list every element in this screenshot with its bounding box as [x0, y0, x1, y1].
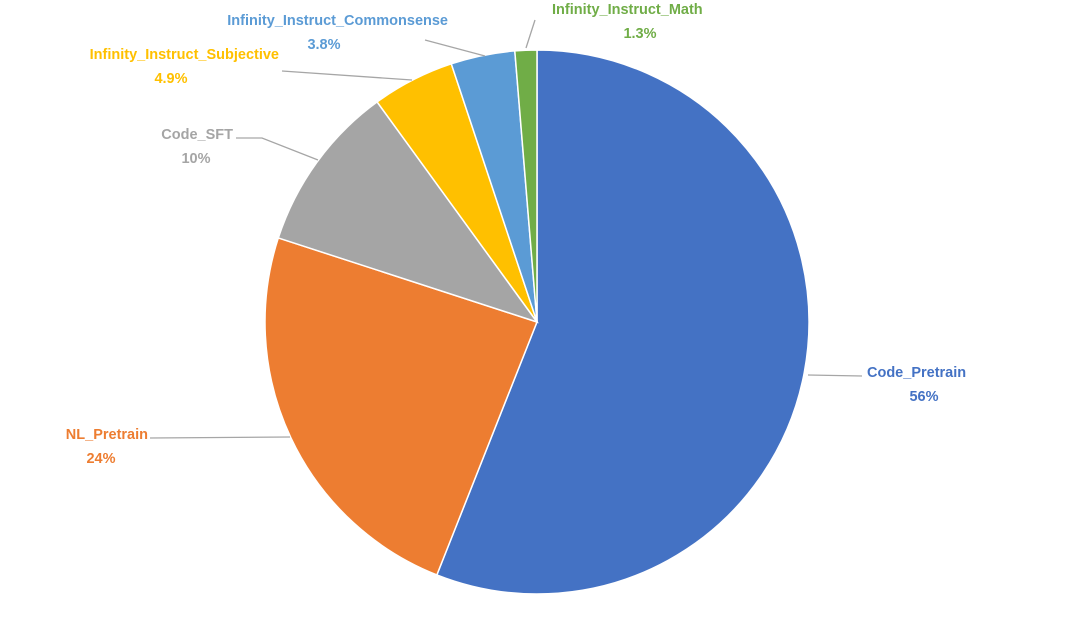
slice-percent-infinity-instruct-commonsense: 3.8%	[307, 37, 340, 53]
slice-label-infinity-instruct-subjective: Infinity_Instruct_Subjective	[90, 47, 279, 63]
slice-label-infinity-instruct-commonsense: Infinity_Instruct_Commonsense	[227, 13, 448, 29]
slice-percent-code-pretrain: 56%	[909, 389, 938, 405]
slice-label-infinity-instruct-math: Infinity_Instruct_Math	[552, 2, 703, 18]
slice-label-code-sft: Code_SFT	[161, 127, 233, 143]
slice-percent-code-sft: 10%	[181, 151, 210, 167]
slice-percent-infinity-instruct-subjective: 4.9%	[154, 71, 187, 87]
leader-line-nl-pretrain	[149, 436, 291, 439]
data-labels-layer: Code_Pretrain 56% NL_Pretrain 24% Code_SFT 10…	[66, 2, 966, 467]
leader-lines-layer	[149, 19, 863, 439]
pie-slice-nl-pretrain	[264, 237, 538, 576]
pie-slice-code-pretrain	[435, 49, 810, 595]
leader-line-infinity-instruct-commonsense	[424, 39, 486, 57]
leader-line-code-pretrain	[807, 374, 863, 377]
slices-layer	[264, 49, 810, 595]
leader-line-code-sft	[236, 137, 319, 161]
slice-label-nl-pretrain: NL_Pretrain	[66, 427, 148, 443]
pie-slice-infinity-instruct-math	[514, 49, 538, 323]
leader-line-infinity-instruct-math	[525, 19, 536, 49]
leader-line-infinity-instruct-subjective	[281, 70, 413, 81]
slice-label-code-pretrain: Code_Pretrain	[867, 365, 966, 381]
slice-percent-nl-pretrain: 24%	[86, 451, 115, 467]
slice-percent-infinity-instruct-math: 1.3%	[623, 26, 656, 42]
pie-slice-code-sft	[277, 100, 539, 324]
